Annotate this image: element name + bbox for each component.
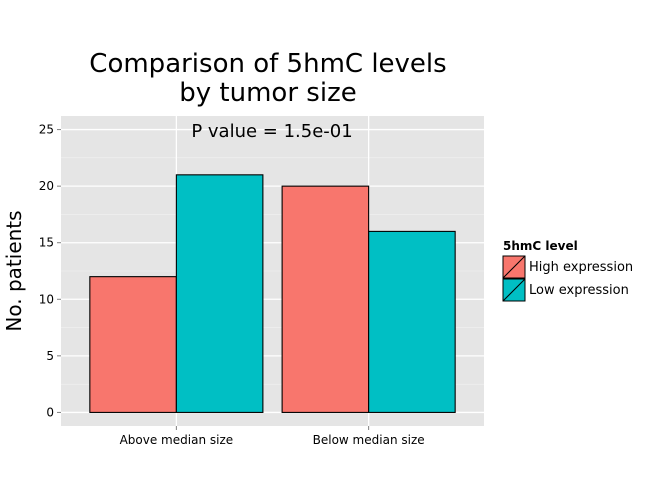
y-axis-label: No. patients	[2, 210, 26, 331]
chart-title-line-1: Comparison of 5hmC levels	[89, 49, 446, 79]
y-tick-label: 15	[39, 236, 54, 250]
y-axis: 0 5 10 15 20 25	[39, 123, 61, 419]
y-tick-label: 5	[46, 349, 54, 363]
legend-key-slash	[502, 278, 526, 302]
legend-label-high-expression: High expression	[529, 260, 633, 275]
y-tick-label: 0	[46, 405, 54, 419]
bar-high-expression	[89, 276, 177, 413]
bars	[89, 174, 456, 413]
chart-title-line-2: by tumor size	[179, 78, 356, 108]
legend-key-slash	[502, 255, 526, 279]
bar-low-expression	[175, 174, 264, 413]
y-tick-label: 10	[39, 292, 54, 306]
bar-low-expression	[368, 230, 456, 413]
x-axis: Above median size Below median size	[120, 426, 425, 447]
y-tick-label: 20	[39, 179, 54, 193]
legend-label-low-expression: Low expression	[529, 283, 629, 298]
x-tick-label: Above median size	[120, 433, 234, 447]
x-tick-label: Below median size	[313, 433, 425, 447]
legend: 5hmC level High expression Low expression	[502, 239, 633, 302]
legend-title: 5hmC level	[503, 239, 578, 253]
bar-high-expression	[281, 185, 370, 413]
p-value-annotation: P value = 1.5e-01	[191, 121, 352, 142]
y-tick-label: 25	[39, 123, 54, 137]
